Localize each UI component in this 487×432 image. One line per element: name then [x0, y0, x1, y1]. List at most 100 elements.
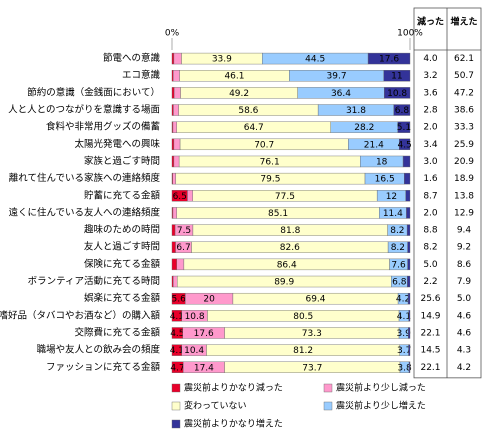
legend-label: 変わっていない [184, 400, 247, 412]
table-cell: 25.9 [454, 140, 474, 150]
bar-segment [187, 190, 193, 202]
value-label: 3.8 [397, 363, 412, 373]
legend-swatch [323, 383, 333, 393]
value-label: 16.5 [375, 175, 395, 185]
bar-segment [406, 224, 411, 236]
value-label: 49.2 [229, 89, 249, 99]
table-cell: 2.0 [423, 123, 438, 133]
table-cell: 4.2 [457, 363, 471, 373]
value-label: 4.2 [396, 295, 410, 305]
table-cell: 22.1 [420, 328, 440, 338]
table-cell: 20.9 [454, 157, 474, 167]
table-cell: 7.9 [457, 277, 472, 287]
category-label: ファッションに充てる金額 [46, 361, 161, 373]
value-label: 6.7 [176, 243, 190, 253]
table-cell: 2.2 [423, 277, 437, 287]
bar-segment [171, 258, 177, 271]
value-label: 86.4 [277, 260, 297, 270]
bar-segment [407, 258, 411, 271]
value-label: 6.8 [395, 106, 410, 116]
value-label: 81.2 [293, 346, 313, 356]
bar-segment [171, 104, 174, 116]
value-label: 11.4 [383, 209, 403, 219]
legend-swatch [171, 383, 181, 393]
value-label: 58.6 [238, 106, 258, 116]
bar-segment [406, 207, 411, 219]
table-cell: 22.1 [420, 363, 440, 373]
category-label: エコ意識 [122, 69, 161, 81]
legend-swatch [323, 401, 333, 411]
value-label: 39.7 [327, 72, 347, 82]
table-cell: 62.1 [454, 54, 474, 64]
category-label: 食料や非常用グッズの備蓄 [46, 121, 160, 133]
bar-segment [171, 87, 175, 99]
table-cell: 14.5 [420, 346, 440, 356]
bar-segment [171, 224, 176, 236]
bar-segment [405, 190, 411, 202]
legend-label: 震災前よりかなり増えた [184, 418, 283, 430]
value-label: 73.3 [302, 329, 322, 339]
category-label: 貯蓄に充てる金額 [84, 189, 161, 201]
legend-swatch [171, 401, 181, 411]
table-cell: 5.0 [457, 294, 472, 304]
category-label: 嗜好品（タバコやお酒など）の購入額 [0, 309, 160, 321]
category-label: 太陽光発電への興味 [74, 138, 160, 150]
value-label: 4.1 [170, 346, 184, 356]
bar-segment [173, 87, 181, 99]
value-label: 17.6 [194, 329, 214, 339]
value-label: 18 [376, 157, 388, 167]
table-cell: 38.6 [454, 106, 474, 116]
bar-segment [171, 52, 175, 65]
bar-segment [404, 172, 411, 185]
bar-segment [171, 155, 175, 168]
value-label: 10.4 [184, 346, 204, 356]
value-label: 79.5 [260, 175, 280, 185]
value-label: 69.4 [305, 295, 325, 305]
bar-segment [176, 258, 185, 271]
value-label: 80.5 [293, 312, 313, 322]
value-label: 20 [203, 295, 215, 305]
bar-segment [172, 172, 177, 185]
value-label: 85.1 [268, 209, 288, 219]
bar-segment [171, 138, 175, 151]
table-cell: 25.6 [420, 294, 440, 304]
table-cell: 9.2 [457, 243, 471, 253]
bar-segment [383, 70, 411, 82]
table-cell: 3.2 [423, 71, 437, 81]
value-label: 3.9 [397, 329, 412, 339]
table-cell: 8.2 [423, 243, 437, 253]
table-cell: 1.6 [423, 174, 438, 184]
table-cell: 3.4 [423, 140, 438, 150]
table-cell: 2.0 [423, 208, 438, 218]
value-label: 33.9 [212, 55, 232, 65]
table-cell: 9.4 [457, 226, 472, 236]
table-cell: 2.8 [423, 106, 438, 116]
table-cell: 3.0 [423, 157, 438, 167]
value-label: 73.7 [302, 363, 322, 373]
table-cell: 13.8 [454, 191, 474, 201]
table-cell: 3.6 [423, 88, 438, 98]
bar-segment [393, 104, 411, 116]
bar-segment [173, 155, 180, 168]
bar-segment [172, 121, 177, 133]
value-label: 82.6 [280, 243, 300, 253]
value-label: 7.6 [391, 260, 406, 270]
category-label: 節約の意識（金銭面において） [27, 86, 160, 98]
value-label: 4.1 [397, 312, 411, 322]
bar-segment [408, 361, 411, 373]
table-cell: 18.9 [454, 174, 474, 184]
table-cell: 4.3 [457, 346, 471, 356]
value-label: 10.8 [387, 89, 407, 99]
table-cell: 8.6 [457, 260, 472, 270]
bar-segment [397, 121, 411, 133]
value-label: 64.7 [244, 123, 264, 133]
legend-swatch [171, 419, 181, 429]
value-label: 5.6 [171, 295, 186, 305]
category-label: 交際費に充てる金額 [74, 326, 160, 338]
table-cell: 4.0 [423, 54, 438, 64]
value-label: 6.5 [173, 192, 187, 202]
bar-segment [407, 292, 411, 305]
x-tick-label: 0% [165, 29, 180, 39]
category-label: 職場や友人との飲み会の頻度 [37, 344, 161, 356]
